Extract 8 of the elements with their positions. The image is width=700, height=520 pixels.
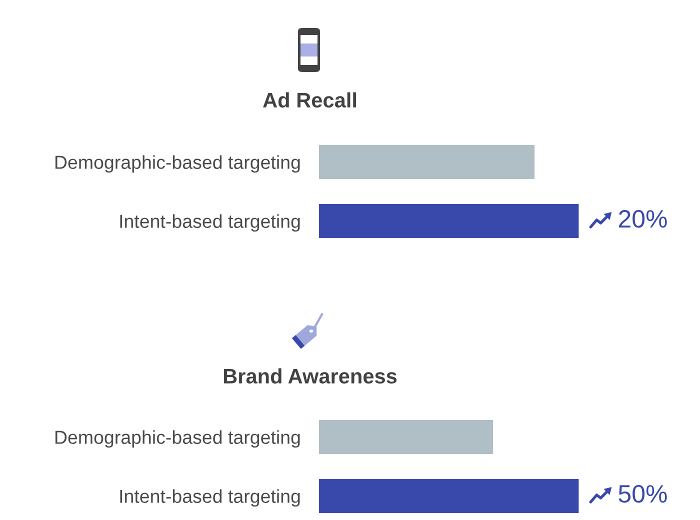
annotation: 20% <box>618 210 667 228</box>
y-tick-label: Intent-based targeting <box>120 214 300 232</box>
y-tick-label: Demographic-based targeting <box>55 155 300 173</box>
annotation: 50% <box>618 485 667 503</box>
y-tick-label: Intent-based targeting <box>120 489 300 507</box>
y-tick-label: Demographic-based targeting <box>55 430 300 448</box>
chart-title: Brand Awareness <box>224 368 397 384</box>
chart-title: Ad Recall <box>263 92 356 108</box>
